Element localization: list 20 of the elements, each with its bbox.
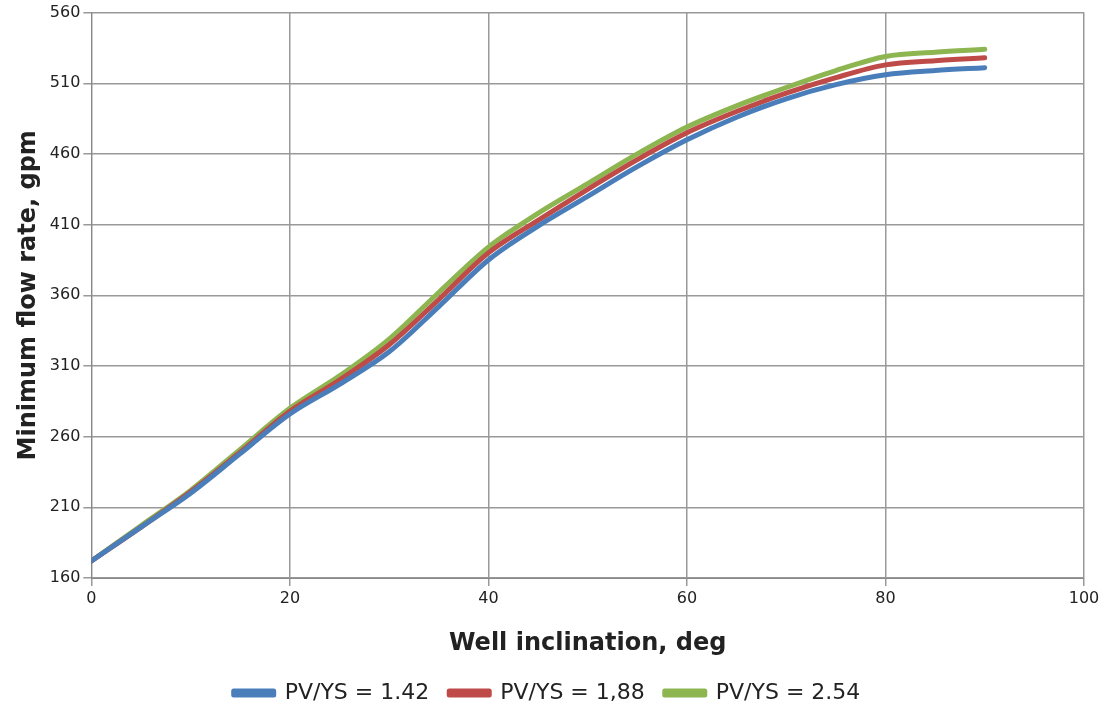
x-tick-label: 100 [1068, 587, 1100, 607]
y-tick-label: 560 [49, 1, 81, 21]
legend-label: PV/YS = 1.42 [284, 678, 430, 704]
y-tick-label: 310 [49, 355, 81, 375]
y-tick-label: 460 [49, 143, 81, 163]
y-tick-label: 260 [49, 425, 81, 445]
legend-label: PV/YS = 1,88 [500, 678, 645, 704]
x-tick-label: 60 [676, 587, 698, 607]
y-tick-label: 210 [49, 496, 81, 516]
x-tick-label: 20 [279, 587, 301, 607]
x-tick-label: 40 [478, 587, 499, 607]
y-tick-label: 410 [49, 213, 81, 233]
y-axis-title: Minimum flow rate, gpm [12, 130, 41, 461]
y-tick-label: 160 [49, 567, 81, 587]
legend-label: PV/YS = 2.54 [715, 678, 861, 704]
y-tick-label: 360 [49, 284, 81, 304]
x-tick-label: 0 [86, 587, 97, 607]
x-axis-title: Well inclination, deg [448, 627, 727, 656]
y-tick-label: 510 [49, 72, 81, 92]
x-tick-label: 80 [875, 587, 896, 607]
